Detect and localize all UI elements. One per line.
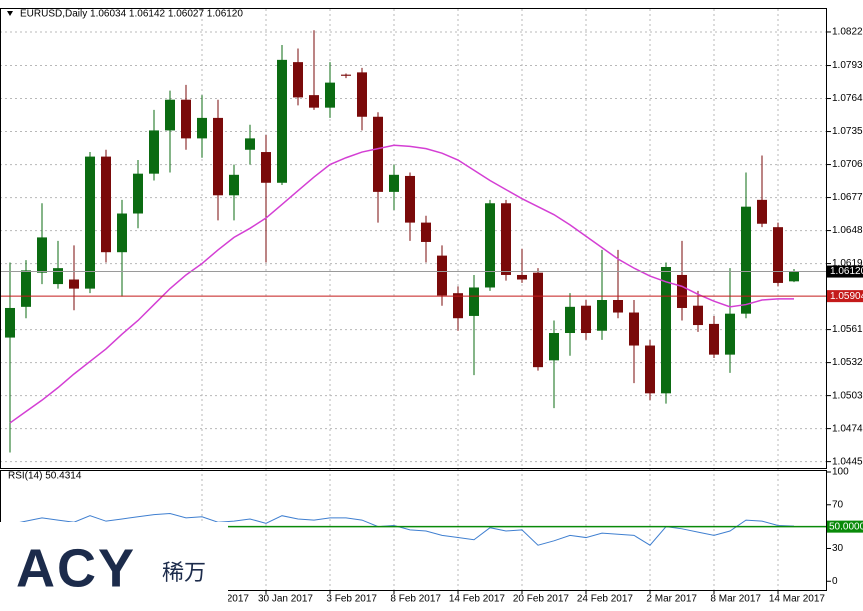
candle-body: [341, 74, 351, 76]
candle-body: [565, 306, 575, 334]
level-box: [827, 520, 863, 533]
logo-brand: ACY: [16, 538, 136, 598]
y-tick-label: 1.07350: [832, 126, 863, 137]
candle-body: [229, 174, 239, 196]
rsi-title: RSI(14) 50.4314: [8, 471, 82, 482]
price-label: 1.06120: [830, 266, 863, 277]
y-tick-label: 1.05320: [832, 357, 863, 368]
symbol-header: EURUSD,Daily 1.06034 1.06142 1.06027 1.0…: [20, 9, 243, 20]
x-tick-label: 24 Feb 2017: [577, 594, 634, 605]
x-tick-label: 30 Jan 2017: [258, 594, 313, 605]
candle-body: [613, 300, 623, 313]
y-tick-label: 1.06190: [832, 258, 863, 269]
logo-box: [0, 522, 228, 611]
candle-body: [325, 82, 335, 108]
candle-body: [85, 156, 95, 289]
candle-body: [101, 156, 111, 253]
candle-body: [261, 152, 271, 183]
candle-body: [677, 274, 687, 308]
candle-body: [149, 130, 159, 174]
x-tick-label: 14 Mar 2017: [769, 594, 826, 605]
y-tick-label: 100: [832, 467, 849, 478]
x-tick-label: 2017: [227, 594, 250, 605]
candle-body: [421, 222, 431, 242]
candle-body: [213, 117, 223, 196]
candle-body: [277, 59, 287, 183]
candle-body: [389, 174, 399, 192]
candle-body: [709, 323, 719, 355]
candle-body: [37, 237, 47, 273]
y-tick-label: 30: [832, 543, 844, 554]
x-tick-label: 8 Feb 2017: [390, 594, 441, 605]
overlay-layer: 1.06120 1.05904 50.0000: [827, 265, 863, 533]
y-tick-label: 1.08225: [832, 27, 863, 38]
price-box: [827, 265, 863, 278]
candle-body: [533, 272, 543, 368]
x-tick-label: 14 Feb 2017: [449, 594, 506, 605]
x-tick-label: 20 Feb 2017: [513, 594, 570, 605]
y-tick-label: 1.07640: [832, 93, 863, 104]
main-panel-border: [0, 8, 827, 469]
candle-body: [69, 279, 79, 289]
candle-body: [373, 116, 383, 192]
candle-body: [181, 99, 191, 139]
candle-body: [197, 117, 207, 139]
y-tick-label: 0: [832, 576, 838, 587]
logo-cn: 稀万: [162, 560, 206, 585]
y-tick-label: 1.07060: [832, 159, 863, 170]
candle-body: [501, 203, 511, 275]
candle-body: [789, 271, 799, 282]
candle-body: [405, 175, 415, 223]
y-tick-label: 1.05610: [832, 324, 863, 335]
candle-body: [165, 99, 175, 131]
x-tick-label: 2 Mar 2017: [646, 594, 697, 605]
candle-body: [21, 270, 31, 307]
candle-body: [517, 274, 527, 280]
candle-body: [133, 173, 143, 214]
candle-body: [53, 268, 63, 285]
candle-body: [469, 287, 479, 316]
candle-body: [309, 95, 319, 108]
candle-body: [725, 313, 735, 355]
candle-body: [437, 255, 447, 296]
candle-body: [293, 62, 303, 98]
menu-arrow[interactable]: [7, 11, 13, 16]
candle-body: [645, 345, 655, 394]
candle-body: [453, 293, 463, 319]
candle-body: [661, 266, 671, 394]
x-tick-label: 8 Mar 2017: [710, 594, 761, 605]
candle-body: [549, 333, 559, 361]
y-tick-label: 1.04740: [832, 423, 863, 434]
y-tick-label: 1.06770: [832, 192, 863, 203]
y-tick-label: 1.05030: [832, 390, 863, 401]
level-label: 50.0000: [829, 521, 863, 532]
candle-body: [357, 72, 367, 117]
candle-body: [581, 305, 591, 334]
y-tick-label: 1.07930: [832, 60, 863, 71]
rsi-line: [9, 513, 795, 546]
price-label: 1.05904: [830, 291, 863, 302]
candle-body: [5, 307, 15, 338]
candle-body: [757, 199, 767, 224]
y-tick-label: 1.06480: [832, 225, 863, 236]
moving-average: [9, 144, 794, 424]
x-tick-label: 3 Feb 2017: [326, 594, 377, 605]
y-tick-label: 1.04450: [832, 456, 863, 467]
candle-body: [773, 227, 783, 283]
candle-body: [485, 203, 495, 288]
plot-layer: 1.08225 1.07930 1.07640 1.07350 1.07060 1.067…: [0, 9, 863, 605]
candle-body: [629, 312, 639, 346]
price-box: [827, 290, 863, 303]
candle-body: [117, 213, 127, 253]
candle-body: [597, 300, 607, 331]
y-tick-label: 70: [832, 499, 844, 510]
candle-body: [693, 305, 703, 326]
candle-body: [741, 206, 751, 314]
candle-body: [245, 138, 255, 150]
